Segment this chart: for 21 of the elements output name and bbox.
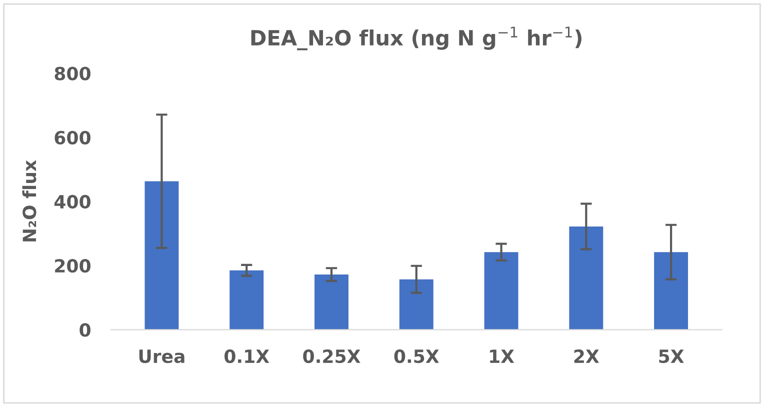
x-tick-label: 5X	[659, 350, 684, 364]
y-axis-title: N₂O flux	[22, 160, 36, 242]
y-tick-label: 800	[54, 66, 90, 80]
bar	[314, 274, 348, 330]
x-tick-label: 1X	[490, 350, 514, 363]
x-tick-label: 0.25X	[303, 349, 360, 364]
bar	[484, 252, 518, 330]
bar	[654, 252, 688, 330]
y-tick-label: 600	[54, 130, 90, 144]
y-tick-label: 0	[80, 323, 90, 337]
bar	[569, 226, 604, 330]
bar	[144, 181, 179, 330]
x-tick-label: Urea	[139, 350, 184, 364]
x-tick-label: 0.5X	[394, 349, 439, 364]
x-tick-label: 2X	[574, 349, 600, 363]
bar	[230, 270, 264, 330]
bar	[399, 279, 434, 330]
y-tick-label: 200	[55, 259, 90, 273]
chart-title: DEA_N₂O flux (ng N g$^{−1}$ hr$^{−1}$)	[251, 26, 582, 50]
y-tick-label: 400	[54, 194, 90, 209]
x-tick-label: 0.1X	[224, 349, 270, 364]
